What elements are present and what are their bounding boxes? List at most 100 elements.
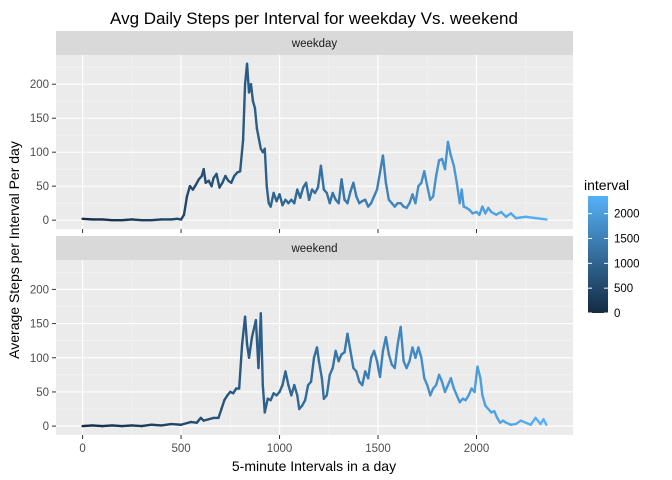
- y-tick-label: 150: [30, 319, 49, 331]
- facet-weekday: weekday 0 50 100 150 200: [30, 31, 573, 233]
- line-segment: [91, 424, 104, 428]
- line-segment: [372, 349, 379, 363]
- series-line-weekday: [81, 62, 548, 222]
- line-segment: [220, 398, 226, 411]
- line-segment: [443, 140, 450, 171]
- line-segment: [296, 394, 301, 411]
- line-segment: [369, 195, 376, 205]
- line-segment: [261, 383, 266, 414]
- line-segment: [479, 377, 484, 397]
- y-tick-label: 100: [30, 353, 49, 365]
- line-segment: [529, 416, 537, 426]
- line-segment: [304, 181, 311, 201]
- line-segment: [449, 377, 456, 390]
- line-segment: [269, 191, 275, 208]
- line-segment: [361, 370, 367, 387]
- legend-title: interval: [584, 177, 629, 193]
- y-tick-label: 0: [43, 421, 49, 433]
- x-tick-label: 1500: [365, 443, 391, 455]
- line-segment: [140, 423, 153, 428]
- line-segment: [217, 407, 223, 420]
- line-segment: [331, 349, 337, 370]
- line-segment: [237, 342, 244, 390]
- line-segment: [278, 193, 284, 207]
- line-segment: [534, 416, 542, 426]
- y-axis-title: Average Steps per Interval Per day: [6, 141, 22, 359]
- line-segment: [81, 217, 94, 221]
- legend-tick-label: 0: [614, 308, 620, 320]
- line-segment: [299, 186, 305, 199]
- line-segment: [278, 383, 284, 394]
- line-segment: [130, 424, 143, 428]
- line-segment: [384, 181, 391, 201]
- line-segment: [452, 387, 458, 397]
- line-segment: [263, 147, 268, 188]
- line-segment: [319, 164, 326, 191]
- line-segment: [452, 164, 458, 184]
- y-tick-label: 0: [43, 215, 49, 227]
- line-segment: [514, 215, 527, 220]
- x-axis-title: 5-minute Intervals in a day: [232, 458, 396, 474]
- line-segment: [245, 62, 251, 94]
- line-segment: [255, 127, 261, 140]
- line-segment: [349, 349, 355, 370]
- line-segment: [253, 106, 259, 130]
- x-tick-label: 2000: [464, 443, 490, 455]
- facet-strip-label: weekend: [290, 243, 337, 255]
- line-segment: [179, 420, 193, 426]
- line-segment: [81, 424, 94, 428]
- line-segment: [182, 195, 189, 216]
- line-segment: [328, 366, 334, 377]
- line-segment: [215, 172, 221, 189]
- line-segment: [210, 176, 215, 188]
- line-segment: [315, 346, 321, 363]
- line-segment: [325, 373, 331, 397]
- y-tick-label: 50: [36, 387, 49, 399]
- line-segment: [423, 377, 429, 387]
- line-segment: [387, 353, 394, 366]
- line-segment: [473, 365, 479, 394]
- line-segment: [449, 154, 456, 167]
- line-segment: [420, 356, 426, 380]
- x-tick-label: 0: [79, 443, 85, 455]
- line-segment: [378, 349, 385, 379]
- line-segment: [355, 370, 361, 383]
- line-segment: [160, 422, 173, 427]
- line-segment: [170, 422, 183, 426]
- line-segment: [259, 312, 264, 387]
- line-segment: [238, 138, 245, 173]
- y-tick-label: 200: [30, 79, 49, 91]
- line-segment: [331, 191, 337, 201]
- line-segment: [309, 356, 316, 383]
- line-segment: [446, 140, 453, 157]
- line-segment: [257, 137, 263, 150]
- series-line-weekend: [81, 312, 548, 428]
- line-segment: [320, 377, 326, 400]
- line-segment: [346, 332, 352, 353]
- line-segment: [110, 424, 124, 428]
- line-segment: [405, 359, 411, 370]
- line-segment: [414, 184, 420, 205]
- line-segment: [150, 423, 163, 427]
- facet-strip: [56, 31, 573, 55]
- line-segment: [399, 325, 405, 363]
- line-segment: [352, 181, 358, 198]
- line-segment: [476, 365, 482, 380]
- line-segment: [101, 424, 114, 428]
- line-segment: [120, 218, 134, 222]
- line-segment: [340, 178, 346, 201]
- legend-tick-label: 500: [614, 283, 633, 295]
- line-segment: [241, 83, 247, 142]
- line-segment: [417, 346, 423, 359]
- line-segment: [434, 159, 441, 178]
- y-tick-label: 150: [30, 113, 49, 125]
- x-tick-label: 1000: [267, 443, 293, 455]
- line-segment: [269, 392, 275, 402]
- legend-ticks: 0 500 1000 1500 2000: [588, 209, 640, 320]
- line-segment: [130, 218, 143, 222]
- line-segment: [202, 167, 207, 184]
- line-segment: [307, 188, 314, 201]
- line-segment: [355, 195, 361, 205]
- line-segment: [293, 188, 299, 205]
